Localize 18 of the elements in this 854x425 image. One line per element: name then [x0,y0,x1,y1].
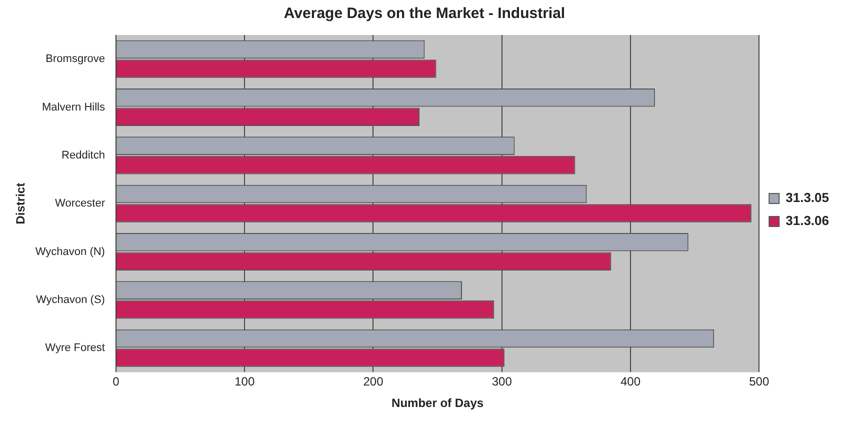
y-tick-label: Malvern Hills [42,101,106,114]
legend-label: 31.3.06 [786,213,829,228]
x-tick-label: 300 [492,374,512,389]
x-tick-label: 100 [234,374,255,389]
x-tick-label: 0 [112,374,120,389]
y-axis-title: District [14,182,28,224]
x-axis-title: Number of Days [392,396,484,410]
x-tick-label: 500 [749,374,770,389]
x-tick-label: 200 [363,374,384,389]
legend-label: 31.3.05 [786,190,829,206]
y-tick-label: Wychavon (S) [36,294,105,306]
y-tick-label: Bromsgrove [46,53,105,66]
y-tick-label: Wychavon (N) [35,246,105,258]
y-tick-label: Redditch [62,149,105,162]
y-tick-label: Worcester [55,198,106,210]
y-tick-label: Wyre Forest [45,342,105,354]
x-tick-label: 400 [620,374,641,389]
chart-title: Average Days on the Market - Industrial [284,5,566,22]
